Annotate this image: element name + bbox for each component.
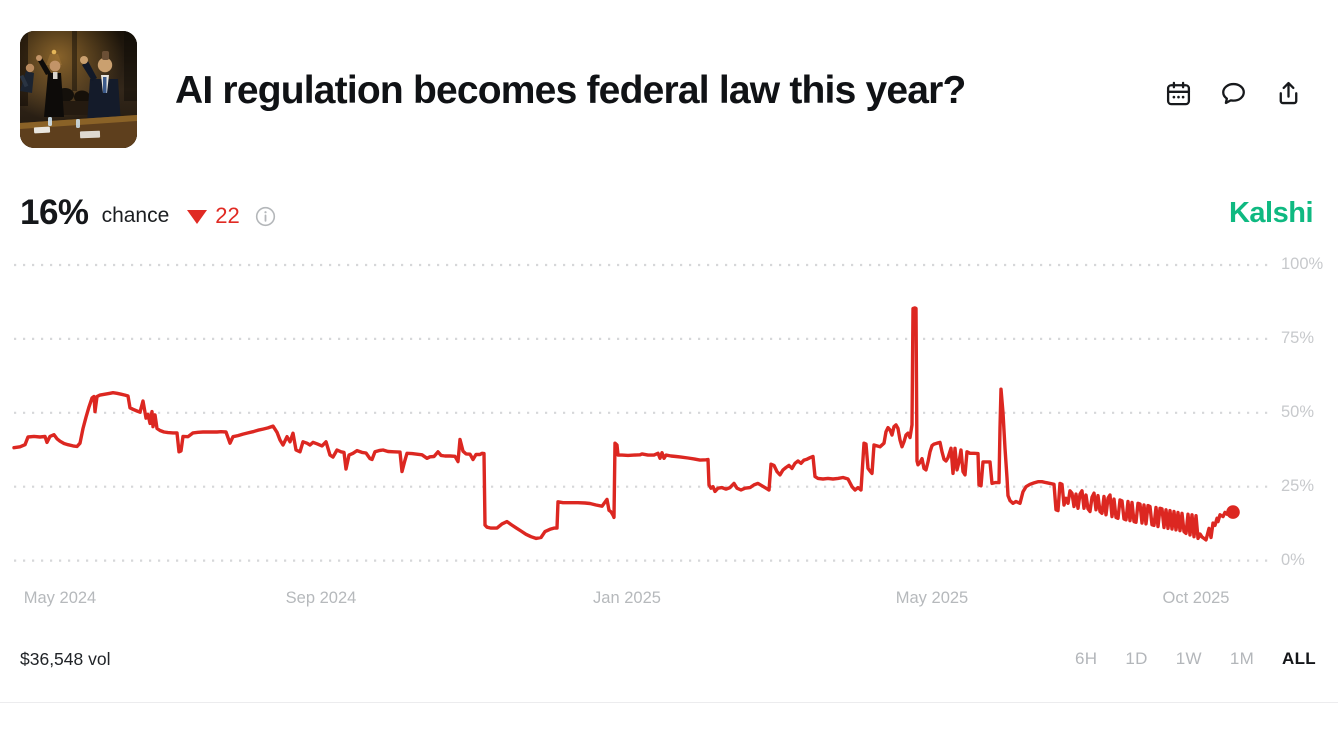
hearing-photo-illustration bbox=[20, 31, 137, 148]
info-button[interactable] bbox=[255, 206, 276, 227]
share-button[interactable] bbox=[1273, 78, 1304, 109]
timeframe-all[interactable]: ALL bbox=[1282, 649, 1316, 668]
delta-value: 22 bbox=[215, 202, 240, 228]
timeframe-1d[interactable]: 1D bbox=[1125, 649, 1148, 668]
current-price-dot bbox=[1226, 505, 1240, 519]
chance-label: chance bbox=[101, 204, 170, 227]
timeframe-6h[interactable]: 6H bbox=[1075, 649, 1098, 668]
comment-button[interactable] bbox=[1218, 78, 1249, 109]
y-tick-100%: 100% bbox=[1281, 255, 1324, 273]
volume-label: $36,548 vol bbox=[20, 649, 111, 669]
calendar-icon bbox=[1166, 81, 1191, 106]
page-title: AI regulation becomes federal law this y… bbox=[175, 69, 966, 112]
x-tick-sep-2024: Sep 2024 bbox=[285, 589, 357, 607]
y-tick-25%: 25% bbox=[1281, 476, 1315, 495]
chance-value: 16% bbox=[20, 193, 89, 232]
x-tick-jan-2025: Jan 2025 bbox=[593, 589, 661, 607]
share-icon bbox=[1279, 81, 1298, 105]
bottom-divider bbox=[0, 702, 1338, 703]
timeframe-1w[interactable]: 1W bbox=[1175, 649, 1202, 668]
comment-icon bbox=[1222, 82, 1245, 105]
info-icon bbox=[255, 206, 275, 227]
market-stats: 16% chance 22 bbox=[20, 190, 276, 236]
market-thumbnail-image bbox=[20, 31, 137, 148]
y-tick-50%: 50% bbox=[1281, 402, 1315, 421]
kalshi-logo: Kalshi bbox=[1228, 197, 1314, 229]
y-tick-75%: 75% bbox=[1281, 328, 1315, 347]
timeframe-selector: 6H 1D 1W 1M ALL bbox=[1075, 649, 1316, 669]
calendar-button[interactable] bbox=[1163, 78, 1194, 109]
timeframe-1m[interactable]: 1M bbox=[1229, 649, 1255, 668]
x-tick-may-2024: May 2024 bbox=[23, 589, 97, 607]
price-chart[interactable] bbox=[0, 248, 1338, 580]
x-tick-oct-2025: Oct 2025 bbox=[1162, 589, 1230, 607]
y-tick-0%: 0% bbox=[1281, 550, 1305, 569]
header-action-bar bbox=[1163, 78, 1304, 109]
x-tick-may-2025: May 2025 bbox=[895, 589, 969, 607]
delta-down-triangle-icon bbox=[187, 210, 208, 224]
price-line-chance bbox=[12, 306, 1235, 542]
